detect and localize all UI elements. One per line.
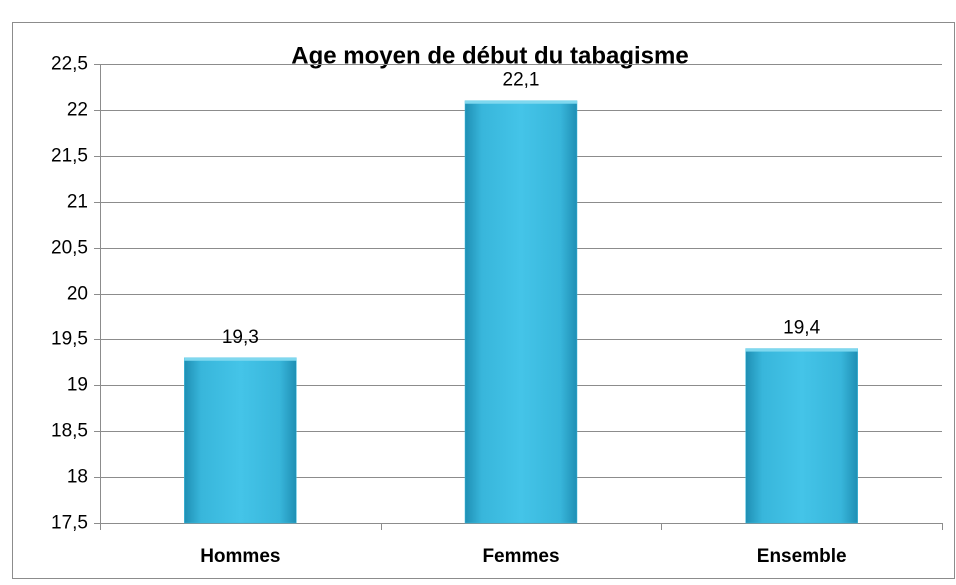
bar [464, 100, 578, 524]
y-tick-label: 22 [67, 100, 88, 121]
y-tick-label: 20,5 [51, 238, 88, 259]
value-label: 19,4 [783, 318, 820, 339]
y-tick-label: 18 [67, 467, 88, 488]
bar-top [184, 357, 297, 361]
y-tick-label: 21 [67, 192, 88, 213]
y-tick-label: 18,5 [51, 421, 88, 442]
bar [184, 357, 297, 524]
x-tick-label: Hommes [200, 546, 280, 567]
value-label: 19,3 [222, 327, 259, 348]
y-tick-label: 22,5 [51, 54, 88, 75]
y-tick-label: 21,5 [51, 146, 88, 167]
y-tick-label: 19,5 [51, 329, 88, 350]
bar-top [745, 348, 858, 352]
value-label: 22,1 [503, 70, 540, 91]
y-tick-label: 20 [67, 284, 88, 305]
bar [745, 348, 858, 524]
bar-top [465, 100, 577, 104]
x-tick-label: Femmes [482, 546, 559, 567]
chart-title: Age moyen de début du tabagisme [291, 42, 688, 69]
y-tick-label: 17,5 [51, 513, 88, 534]
x-tick-label: Ensemble [757, 546, 847, 567]
y-tick-label: 19 [67, 375, 88, 396]
